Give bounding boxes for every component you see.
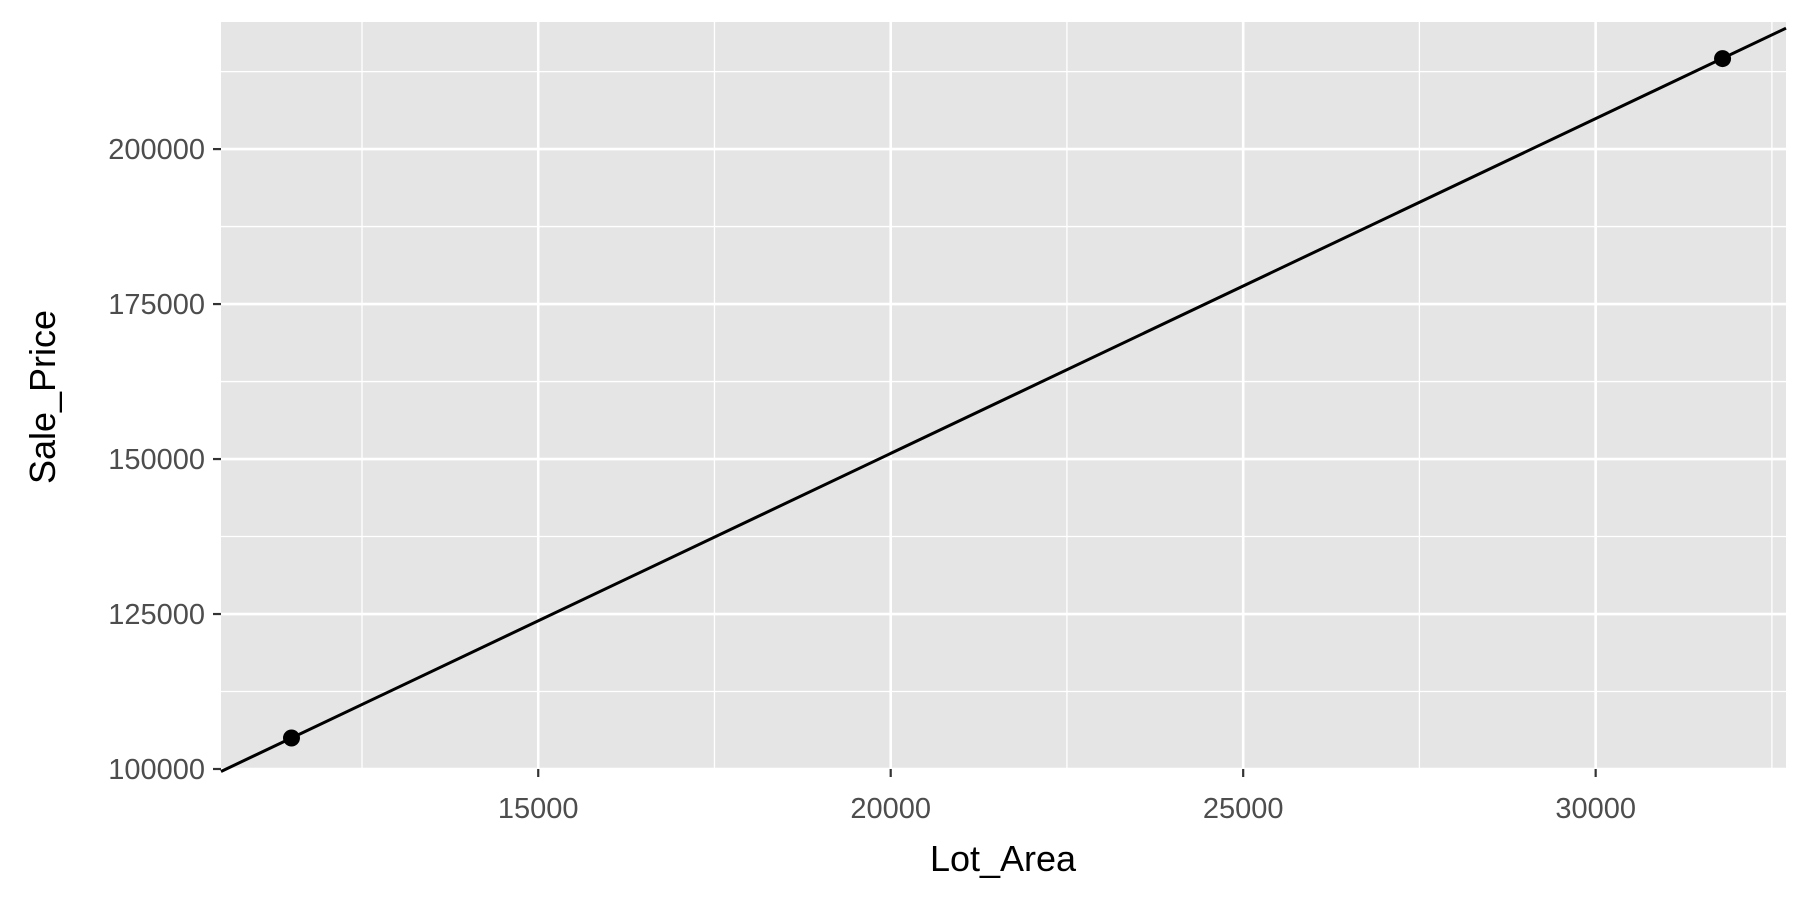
- plot-panel: [221, 22, 1786, 769]
- x-axis-title: Lot_Area: [930, 838, 1077, 879]
- data-point: [282, 729, 300, 747]
- y-tick-label: 125000: [108, 599, 205, 631]
- x-tick-label: 25000: [1203, 793, 1284, 825]
- x-tick-label: 30000: [1555, 793, 1636, 825]
- x-tick-label: 20000: [850, 793, 931, 825]
- y-tick-label: 175000: [108, 289, 205, 321]
- x-axis: 15000 20000 25000 30000: [498, 769, 1636, 825]
- y-tick-label: 100000: [108, 754, 205, 786]
- y-tick-label: 200000: [108, 134, 205, 166]
- data-point: [1714, 50, 1732, 68]
- y-axis: 100000 125000 150000 175000 200000: [108, 134, 221, 786]
- y-tick-label: 150000: [108, 444, 205, 476]
- data-marks: [220, 26, 1787, 773]
- x-tick-label: 15000: [498, 793, 579, 825]
- y-axis-title: Sale_Price: [22, 310, 63, 484]
- major-gridlines: [221, 22, 1786, 771]
- fit-line: [220, 26, 1787, 773]
- minor-gridlines: [221, 22, 1786, 769]
